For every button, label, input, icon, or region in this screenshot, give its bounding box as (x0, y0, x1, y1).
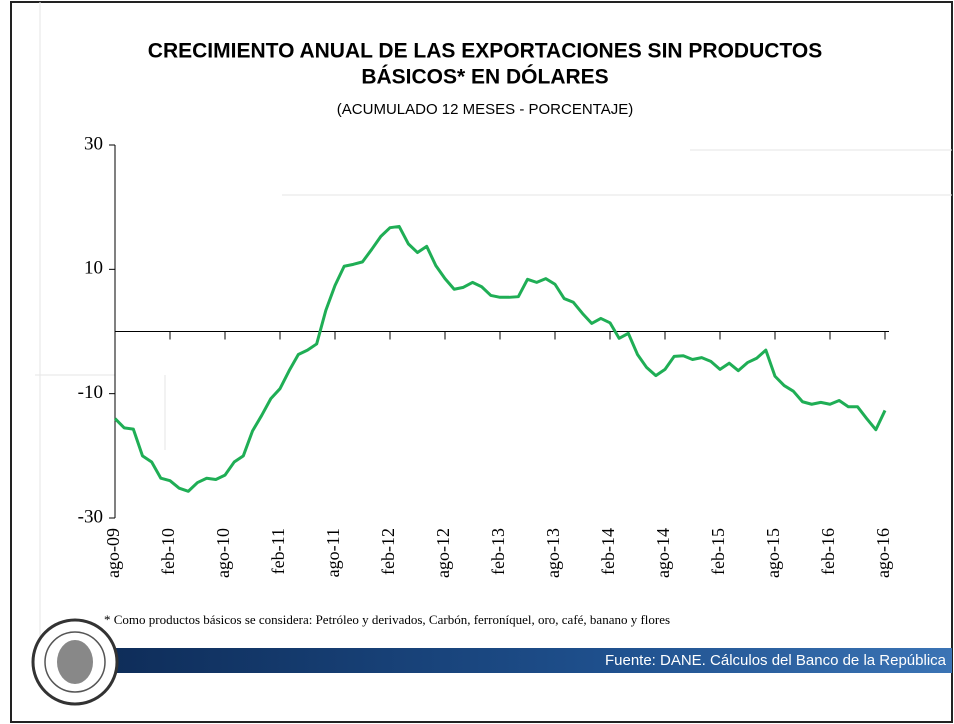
x-tick-label: feb-10 (158, 528, 178, 575)
chart-title: BÁSICOS* EN DÓLARES (361, 65, 608, 89)
x-tick-label: ago-15 (763, 528, 783, 578)
x-tick-label: ago-09 (103, 528, 123, 578)
y-tick-label: -10 (78, 382, 103, 403)
x-tick-label: feb-15 (708, 528, 728, 575)
x-tick-label: ago-16 (873, 528, 893, 578)
logo (31, 618, 119, 706)
y-tick-label: -30 (78, 506, 103, 527)
x-tick-label: ago-11 (323, 528, 343, 577)
y-tick-label: 10 (84, 258, 103, 279)
source: Fuente: DANE. Cálculos del Banco de la R… (605, 652, 947, 669)
x-tick-label: feb-13 (488, 528, 508, 575)
x-tick-label: ago-10 (213, 528, 233, 578)
chart-subtitle: (ACUMULADO 12 MESES - PORCENTAJE) (337, 101, 633, 118)
x-tick-label: ago-12 (433, 528, 453, 578)
x-tick-label: feb-16 (818, 528, 838, 575)
x-tick-label: feb-12 (378, 528, 398, 575)
source-bar (70, 648, 952, 673)
logo-head (57, 640, 93, 684)
logo-inner (44, 631, 106, 693)
y-tick-label: 30 (84, 133, 103, 154)
x-tick-label: feb-14 (598, 528, 618, 575)
frame (10, 1, 953, 723)
x-tick-label: ago-13 (543, 528, 563, 578)
x-tick-label: feb-11 (268, 528, 288, 574)
footnote: * Como productos básicos se considera: P… (104, 612, 670, 627)
decor (35, 2, 952, 640)
x-tick-label: ago-14 (653, 528, 673, 578)
chart-title: CRECIMIENTO ANUAL DE LAS EXPORTACIONES S… (148, 40, 822, 63)
series-line (113, 224, 887, 493)
